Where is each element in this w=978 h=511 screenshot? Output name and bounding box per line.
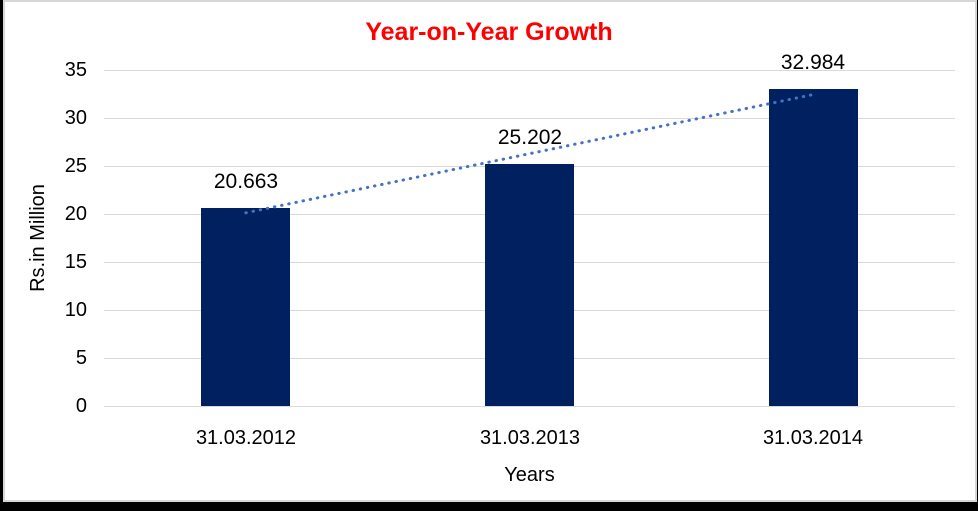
x-axis-tick-label: 31.03.2013 bbox=[479, 427, 581, 449]
bar bbox=[201, 208, 290, 406]
y-axis-tick-label: 5 bbox=[75, 347, 87, 369]
x-axis-tick-label: 31.03.2014 bbox=[762, 427, 864, 449]
bar-value-label: 32.984 bbox=[780, 51, 846, 74]
chart-title: Year-on-Year Growth bbox=[365, 18, 613, 46]
y-axis-tick-label: 0 bbox=[75, 395, 87, 417]
y-axis-tick-label: 15 bbox=[64, 251, 87, 273]
gridline bbox=[104, 406, 955, 407]
y-axis-tick-label: 20 bbox=[64, 203, 87, 225]
bar-value-label: 20.663 bbox=[213, 170, 279, 193]
plot-area: 20.663 25.202 32.984 bbox=[104, 51, 955, 407]
bar-value-label: 25.202 bbox=[497, 126, 563, 149]
x-axis-title: Years bbox=[504, 464, 555, 486]
y-axis-tick-label: 30 bbox=[64, 107, 87, 129]
bar bbox=[485, 164, 574, 406]
chart-panel: Year-on-Year Growth Rs.in Million 20.663… bbox=[3, 0, 977, 502]
y-axis-tick-label: 35 bbox=[64, 59, 87, 81]
y-axis-tick-label: 10 bbox=[64, 299, 87, 321]
y-axis-tick-label: 25 bbox=[64, 155, 87, 177]
x-axis-tick-label: 31.03.2012 bbox=[195, 427, 297, 449]
gridline bbox=[104, 118, 955, 119]
bar bbox=[769, 89, 858, 406]
y-axis-title: Rs.in Million bbox=[27, 184, 49, 292]
gridline bbox=[104, 70, 955, 71]
trendline-layer bbox=[244, 93, 815, 215]
trendline bbox=[244, 93, 815, 215]
